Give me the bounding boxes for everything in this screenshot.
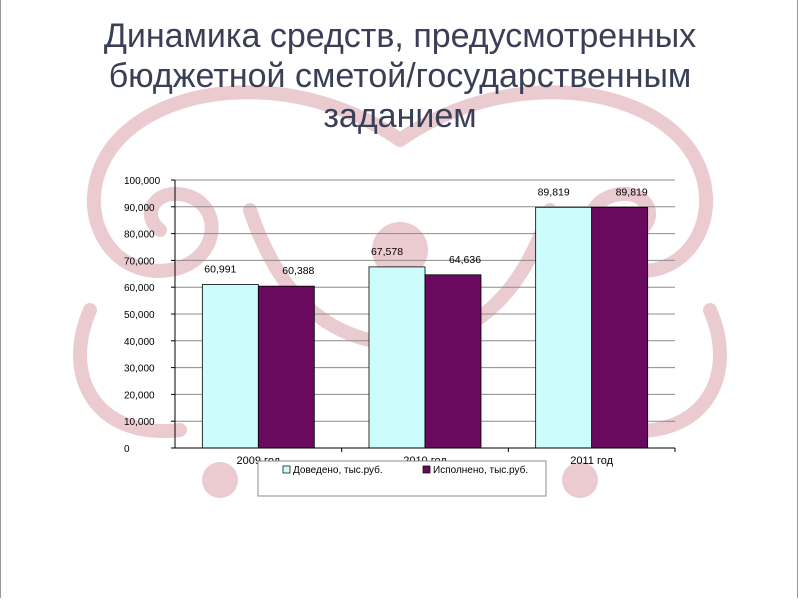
category-label: 2011 год	[570, 455, 613, 467]
bar	[257, 285, 315, 449]
bar	[368, 266, 426, 449]
y-tick-label: 90,000	[124, 203, 155, 214]
data-labels: 60,991 60,388 67,578 64,636 89,819 89,819	[204, 186, 648, 277]
data-label: 67,578	[371, 246, 403, 258]
legend: Доведено, тыс.руб. Исполнено, тыс.руб.	[257, 460, 547, 497]
y-axis-ticks: 0 10,000 20,000 30,000 40,000 50,000 60,000 70,…	[124, 176, 161, 455]
bar	[535, 206, 593, 449]
data-label: 60,388	[282, 265, 314, 277]
legend-swatch	[282, 465, 291, 474]
y-tick-label: 0	[124, 444, 130, 455]
y-tick-label: 80,000	[124, 230, 155, 241]
bars	[201, 206, 649, 449]
legend-swatch	[422, 465, 431, 474]
data-label: 60,991	[204, 264, 236, 276]
legend-label: Доведено, тыс.руб.	[293, 464, 383, 476]
bar	[591, 206, 649, 449]
y-tick-label: 60,000	[124, 283, 155, 294]
y-tick-label: 70,000	[124, 256, 155, 267]
data-label: 64,636	[449, 254, 481, 266]
y-tick-label: 40,000	[124, 337, 155, 348]
legend-label: Исполнено, тыс.руб.	[433, 464, 528, 476]
data-label: 89,819	[616, 186, 648, 198]
data-label: 89,819	[538, 186, 570, 198]
y-tick-label: 30,000	[124, 364, 155, 375]
y-tick-label: 20,000	[124, 390, 155, 401]
y-tick-label: 50,000	[124, 310, 155, 321]
y-tick-label: 10,000	[124, 417, 155, 428]
y-tick-label: 100,000	[124, 176, 161, 187]
slide-title: Динамика средств, предусмотренных бюджет…	[103, 17, 697, 135]
bar	[201, 284, 259, 449]
bar	[424, 274, 482, 449]
legend-box	[257, 460, 547, 497]
